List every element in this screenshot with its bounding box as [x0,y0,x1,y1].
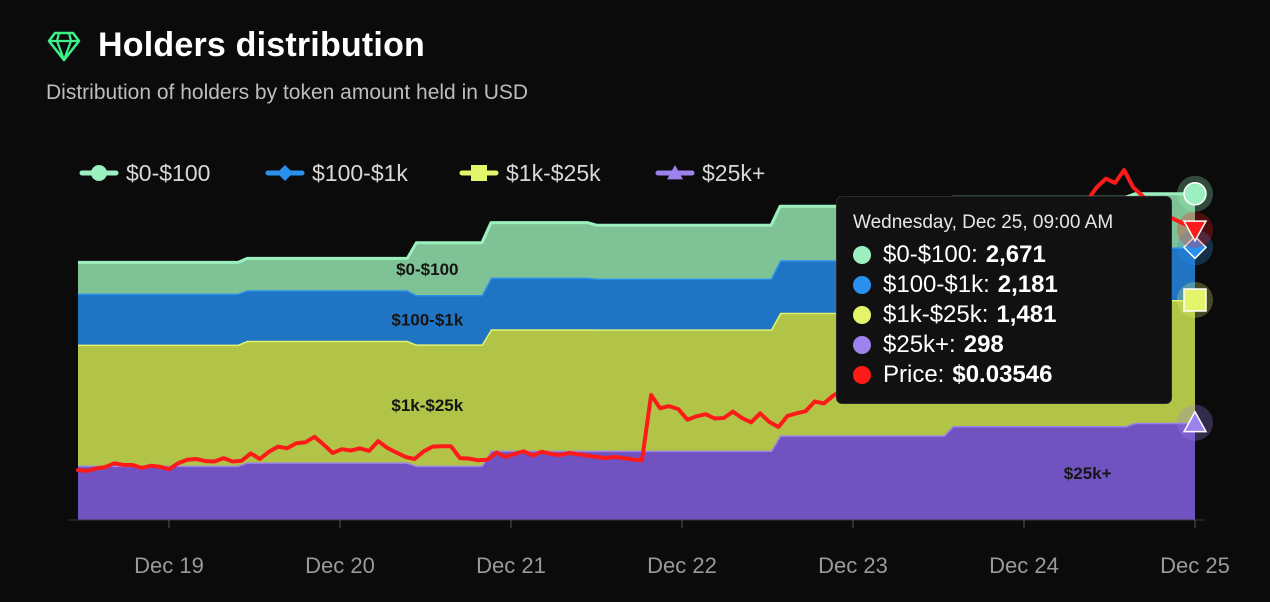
legend-marker-icon [667,165,683,180]
x-tick-label: Dec 24 [989,553,1059,578]
legend-label: $25k+ [702,160,765,186]
x-tick-label: Dec 21 [476,553,546,578]
tooltip-label: $1k-$25k: [883,301,989,328]
tooltip-value: 1,481 [996,301,1057,328]
tooltip-row: Price: $0.03546 [853,360,1155,390]
edge-marker-0-100 [1183,182,1207,206]
band-label-100-1k: $100-$1k [391,311,463,330]
tooltip-label: $100-$1k: [883,271,990,298]
band-label-1k-25k: $1k-$25k [391,396,463,415]
tooltip-label: $25k+: [883,331,956,358]
band-labels: $0-$100 $100-$1k $1k-$25k $25k+ [391,260,1111,483]
band-label-0-100: $0-$100 [396,260,458,279]
legend-item-25k: $25k+ [655,160,765,186]
tooltip-label: $0-$100: [883,241,978,268]
page-title: Holders distribution [98,26,425,64]
legend-item-100-1k: $100-$1k [265,160,408,186]
x-tick-label: Dec 19 [134,553,204,578]
legend-item-0-100: $0-$100 [79,160,210,186]
edge-marker-price [1182,220,1208,243]
tooltip-row: $1k-$25k: 1,481 [853,300,1155,330]
hover-tooltip: Wednesday, Dec 25, 09:00 AM $0-$100: 2,67… [836,196,1172,404]
legend-label: $1k-$25k [506,160,601,186]
x-tick-label: Dec 22 [647,553,717,578]
tooltip-heading: Wednesday, Dec 25, 09:00 AM [853,212,1114,233]
tooltip-value: 2,671 [985,241,1046,268]
tooltip-row: $25k+: 298 [853,330,1155,360]
tooltip-rows: $0-$100: 2,671 $100-$1k: 2,181 $1k-$25k: 1,48… [853,240,1155,390]
x-tick-label: Dec 23 [818,553,888,578]
x-tick-label: Dec 20 [305,553,375,578]
tooltip-label: Price: [883,361,945,388]
legend-item-1k-25k: $1k-$25k [459,160,601,186]
chart-legend: $0-$100 $100-$1k $1k-$25k $25k+ [79,160,765,186]
legend-marker-icon [277,165,293,181]
edge-markers [1177,175,1213,441]
legend-label: $100-$1k [312,160,408,186]
x-tick-label: Dec 25 [1160,553,1230,578]
tooltip-dot-icon [853,246,871,264]
edge-marker-25k [1182,410,1208,433]
band-label-25k: $25k+ [1064,464,1112,483]
legend-label: $0-$100 [126,160,210,186]
edge-marker-1k-25k [1183,288,1207,312]
tooltip-value: $0.03546 [952,361,1053,388]
tooltip-dot-icon [853,276,871,294]
tooltip-dot-icon [853,366,871,384]
tooltip-dot-icon [853,306,871,324]
tooltip-row: $100-$1k: 2,181 [853,270,1155,300]
tooltip-dot-icon [853,336,871,354]
edge-marker-100-1k [1182,235,1208,260]
tooltip-value: 298 [963,331,1004,358]
tooltip-row: $0-$100: 2,671 [853,240,1155,270]
chart-header: Holders distribution Distribution of hol… [46,26,528,105]
legend-marker-icon [471,165,487,181]
tooltip-value: 2,181 [997,271,1058,298]
diamond-gem-icon [47,31,81,61]
legend-marker-icon [91,165,107,181]
title-row: Holders distribution [46,26,528,65]
x-axis: Dec 19 Dec 20 Dec 21 Dec 22 Dec 23 Dec 24 Dec … [68,519,1230,578]
area-25k [78,422,1195,520]
page-subtitle: Distribution of holders by token amount … [46,81,529,104]
